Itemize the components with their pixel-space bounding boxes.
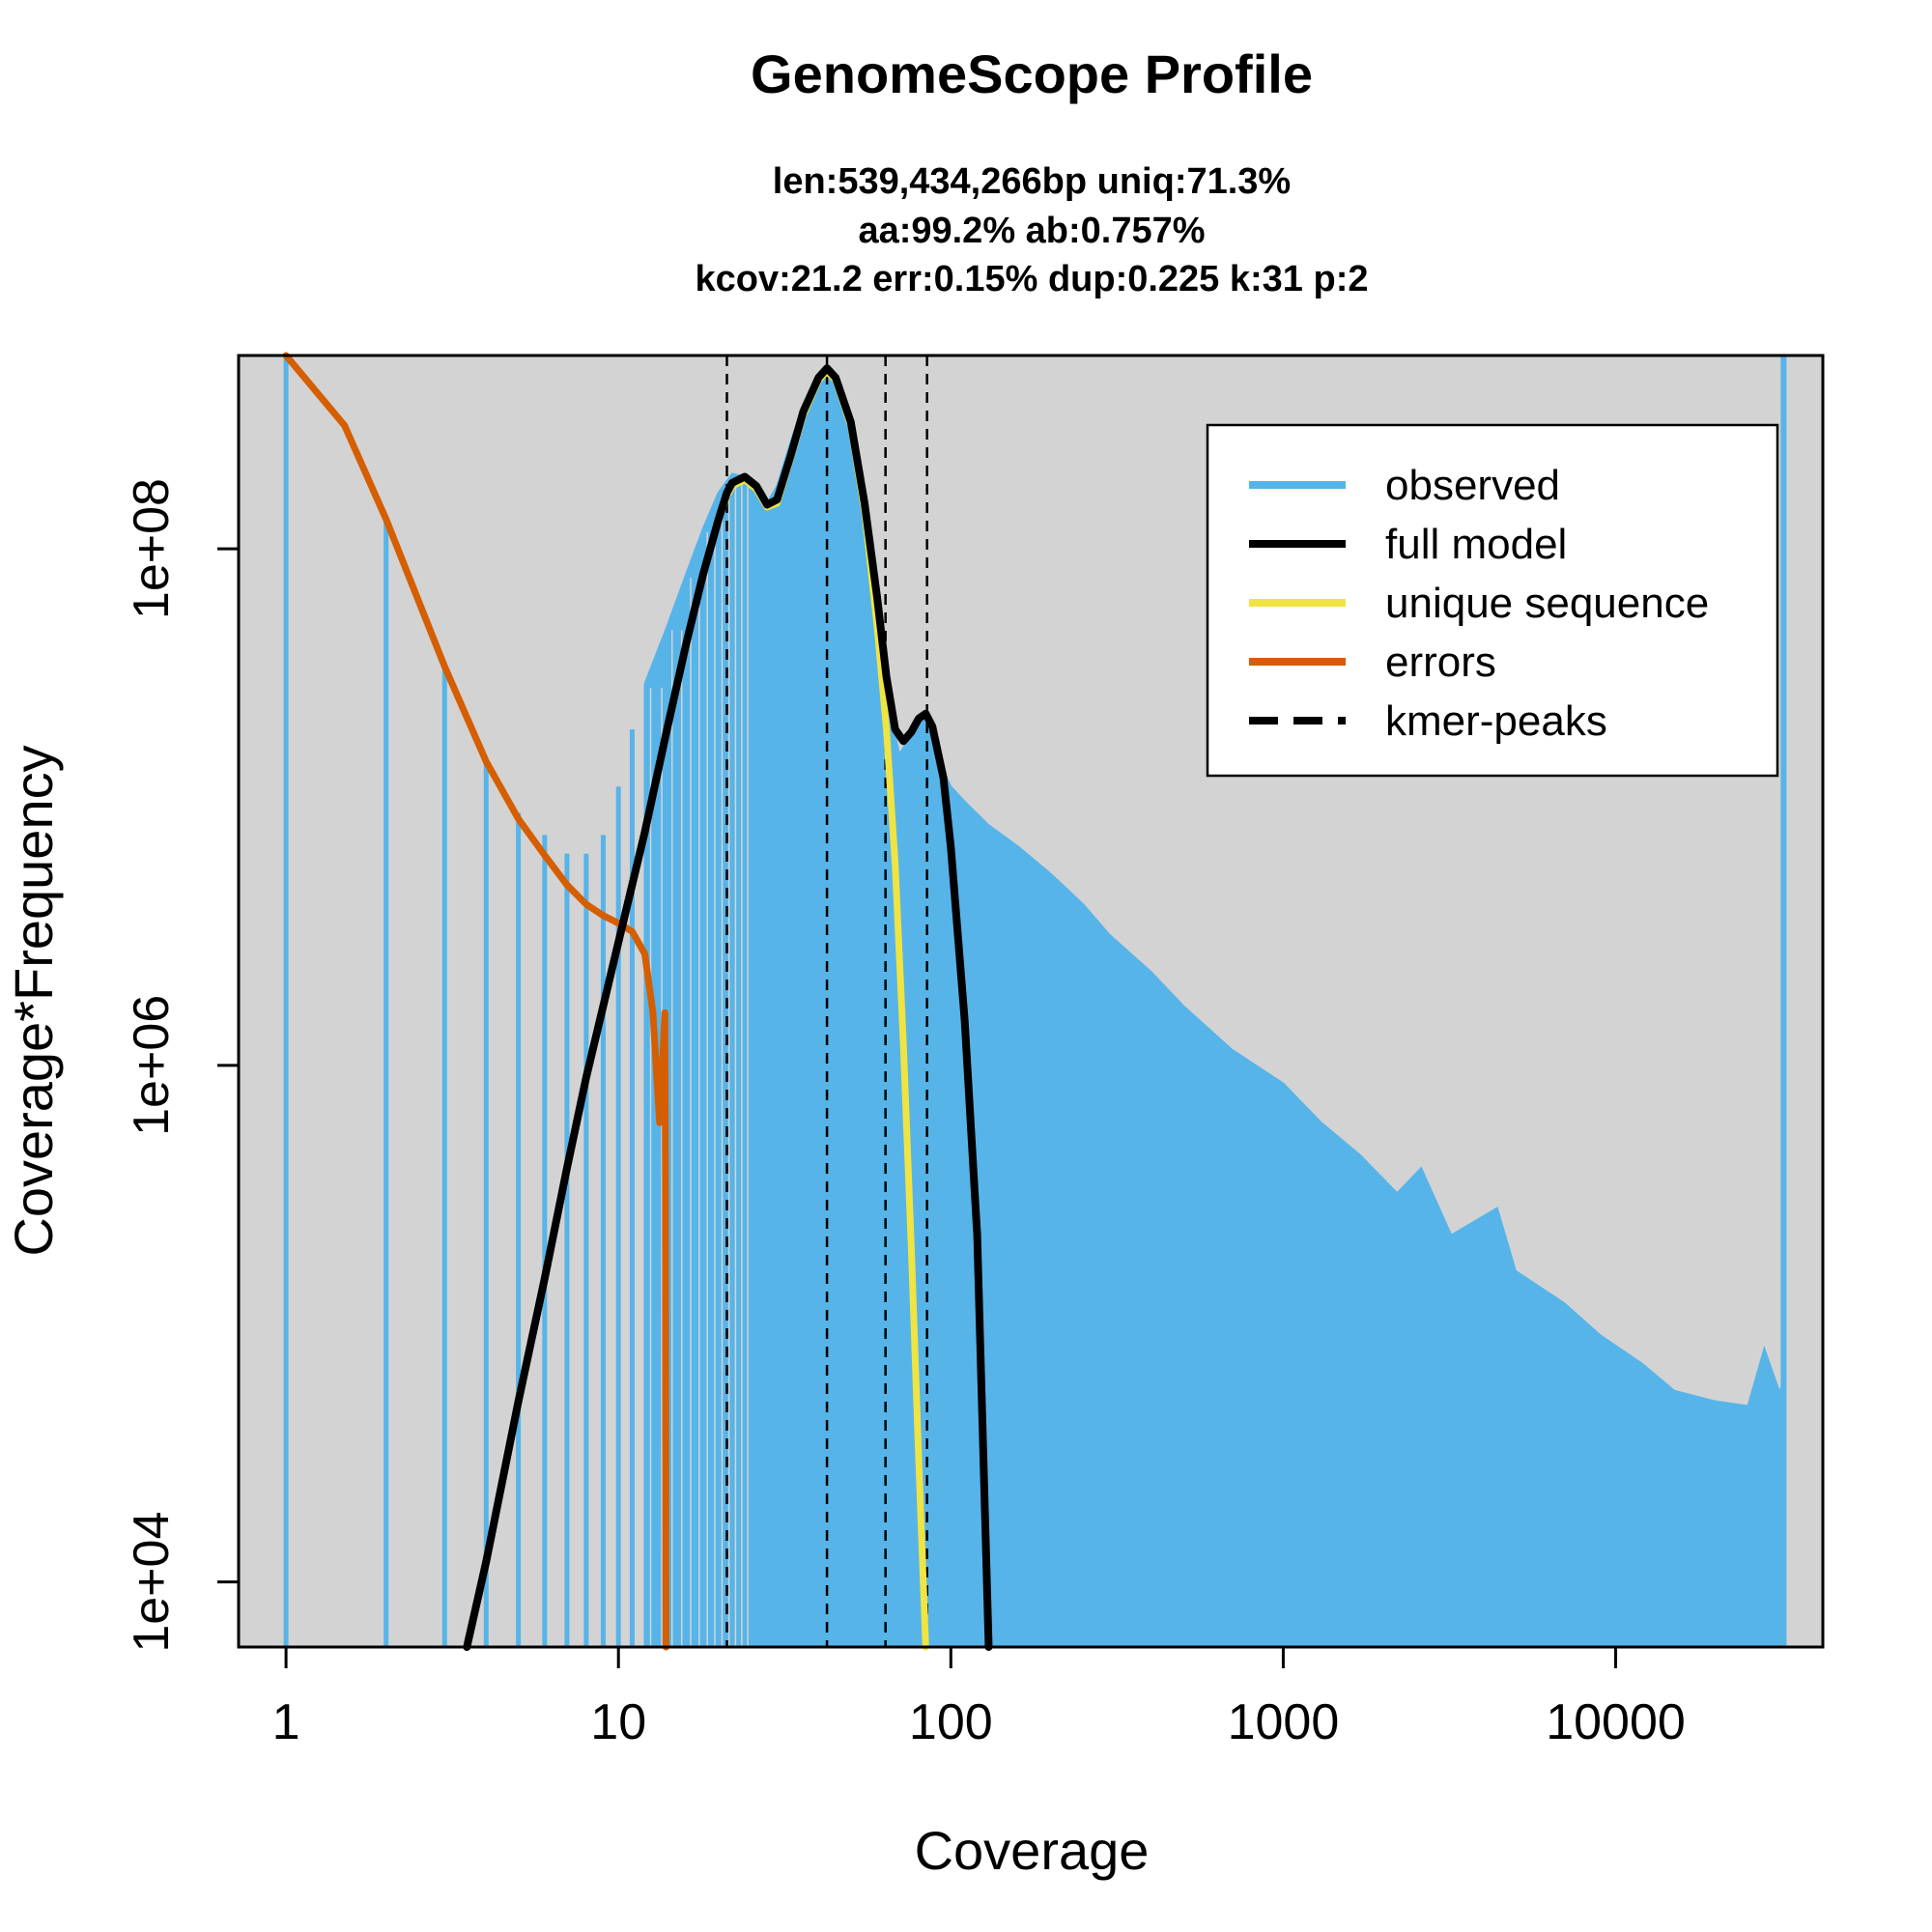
x-tick-label-100: 100 (909, 1694, 993, 1750)
chart-subtitle-line-2: aa:99.2% ab:0.757% (858, 211, 1205, 251)
x-tick-label-1000: 1000 (1228, 1694, 1340, 1750)
x-axis-label: Coverage (915, 1820, 1150, 1881)
legend-label-unique-sequence: unique sequence (1385, 580, 1709, 627)
x-axis: 1 10 100 1000 10000 (272, 1645, 1686, 1750)
x-tick-label-1: 1 (272, 1694, 300, 1750)
legend-label-full-model: full model (1385, 521, 1567, 568)
y-axis-label: Coverage*Frequency (3, 745, 64, 1256)
y-tick-label-1e+06: 1e+06 (124, 995, 180, 1136)
chart-subtitle-line-1: len:539,434,266bp uniq:71.3% (773, 161, 1291, 202)
legend-label-observed: observed (1385, 462, 1560, 509)
legend-label-kmer-peaks: kmer-peaks (1385, 697, 1607, 745)
y-tick-label-1e+04: 1e+04 (124, 1512, 180, 1653)
y-axis: 1e+04 1e+06 1e+08 (124, 478, 241, 1653)
full-model-line (463, 364, 993, 1651)
kmer-peaks-series (725, 355, 928, 1647)
legend-label-errors: errors (1385, 639, 1496, 686)
legend: observed full model unique sequence errors k… (1206, 423, 1779, 778)
y-tick-label-1e+08: 1e+08 (124, 478, 180, 619)
model-series (282, 352, 993, 1651)
chart-title: GenomeScope Profile (751, 43, 1313, 104)
errors-line (282, 352, 669, 1651)
x-tick-label-10: 10 (590, 1694, 646, 1750)
chart-subtitle-line-3: kcov:21.2 err:0.15% dup:0.225 k:31 p:2 (695, 259, 1368, 299)
x-tick-label-10000: 10000 (1546, 1694, 1686, 1750)
